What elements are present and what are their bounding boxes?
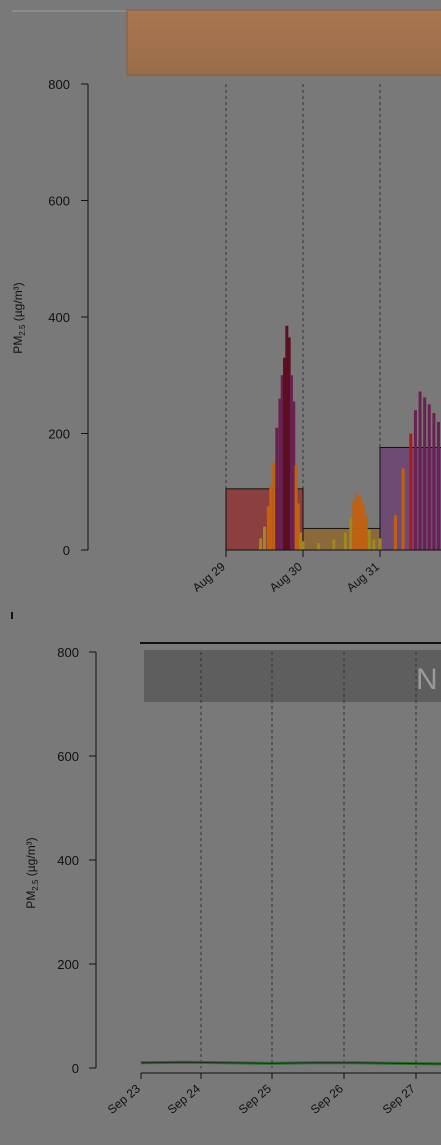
hourly-bar [423,397,427,550]
x-tick-label: Sep 24 [165,1081,203,1116]
y-axis-title-sub: 2.5 [18,324,27,336]
y-tick-label: 200 [48,427,70,442]
x-tick-label: Aug 29 [190,559,228,594]
hourly-bar [343,532,347,550]
hourly-bar [409,433,413,550]
hourly-bar [280,375,284,550]
hourly-bar [437,421,441,550]
x-tick-label: Aug 31 [344,559,382,594]
x-tick-label: Aug 30 [267,559,305,594]
y-tick-label: 600 [57,749,79,764]
x-axis: Sep 23 Sep 24 Sep 25 Sep 26 Sep 27 [105,1072,441,1117]
hourly-bar [296,503,300,550]
hourly-bar [294,465,298,550]
hourly-bar [278,398,282,550]
y-tick-label: 200 [57,957,79,972]
hourly-bar [427,404,431,550]
hourly-bar [364,515,368,550]
hourly-bar [361,503,365,550]
y-tick-label: 800 [57,645,79,660]
hourly-bar [332,539,336,550]
y-axis: 0 200 400 600 800 [48,77,89,558]
hourly-bar [401,468,405,550]
y-tick-label: 600 [48,194,70,209]
y-axis-title-main: PM [24,891,38,909]
y-axis-title-unit: (µg/m³) [24,837,38,879]
hourly-bar [292,401,296,550]
hourly-bar [367,529,371,550]
hourly-bar [352,500,356,550]
daily-average-bars [225,446,441,551]
hourly-bar [299,532,303,550]
banner-label: N [416,663,438,696]
panel-sep: N 0 200 400 600 800 Sep 23 Sep 24 Sep 25 Sep 26… [24,642,441,1117]
y-axis-title-unit: (µg/m³) [11,282,25,324]
hourly-bar [372,539,376,550]
y-tick-label: 0 [72,1061,79,1076]
hourly-bar [283,357,287,550]
series-line-outline [140,1061,441,1065]
day-gridlines [225,84,381,550]
hourly-bar [378,538,382,550]
hourly-bar [413,410,417,550]
hourly-bar [418,391,422,550]
hourly-bar [287,337,291,550]
hourly-bar [263,526,266,550]
y-tick-label: 800 [48,77,70,92]
y-axis-title: PM2.5 (µg/m³) [11,282,27,353]
y-tick-label: 0 [63,543,70,558]
hourly-bar [349,517,353,550]
x-tick-label: Sep 23 [105,1081,143,1116]
hourly-bar [432,413,436,550]
hourly-bar [358,496,362,550]
hourly-bars [259,325,441,550]
hourly-bar [272,462,276,550]
y-tick-label: 400 [48,310,70,325]
hourly-bar [266,506,270,550]
hourly-bar [355,492,359,550]
day-gridlines [200,652,417,1068]
hourly-bar [269,485,273,550]
hourly-bar [259,538,263,550]
y-tick-label: 400 [57,853,79,868]
x-tick-label: Sep 27 [380,1081,418,1116]
hourly-bar [393,515,397,550]
aqi-banner [144,650,441,702]
y-axis: 0 200 400 600 800 [57,645,97,1076]
x-tick-label: Sep 26 [308,1081,346,1116]
hourly-bar [316,543,320,550]
aqi-banner [126,9,441,76]
x-tick-label: Sep 25 [236,1081,274,1116]
y-axis-title-sub: 2.5 [31,879,40,891]
hourly-bar [289,375,293,550]
hourly-bar [301,541,305,550]
hourly-bar [285,325,289,550]
y-axis-title-main: PM [11,336,25,354]
series-lines [140,1060,441,1066]
y-axis-title: PM2.5 (µg/m³) [24,837,40,908]
hourly-bar [275,427,279,550]
